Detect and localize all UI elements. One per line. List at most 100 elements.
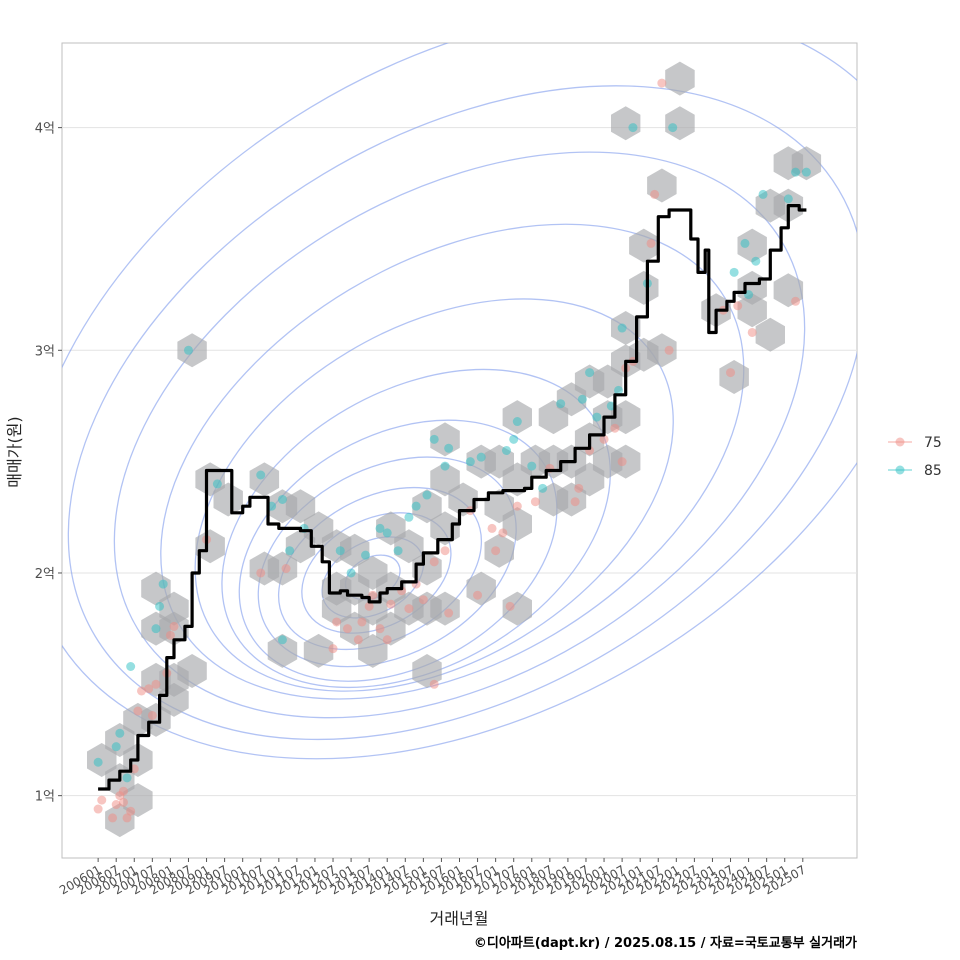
- hex-bin: [249, 462, 280, 497]
- data-point-85: [668, 123, 678, 133]
- data-point-85: [501, 446, 511, 455]
- data-point-85: [93, 757, 103, 767]
- data-point-75: [498, 528, 508, 538]
- contour-line: [62, 43, 857, 760]
- y-axis: 1억 2억 3억 4억: [35, 122, 62, 805]
- data-point-75: [169, 621, 179, 631]
- data-point-85: [617, 323, 627, 333]
- hex-bin: [213, 482, 243, 517]
- data-point-85: [527, 461, 537, 471]
- legend-key-point: [895, 437, 905, 447]
- data-point-75: [440, 546, 450, 556]
- data-point-85: [538, 483, 548, 493]
- hex-bin: [303, 633, 334, 668]
- scatter-points: [93, 78, 811, 823]
- data-point-75: [332, 617, 342, 627]
- data-point-85: [335, 546, 345, 556]
- data-point-75: [404, 604, 414, 614]
- data-point-85: [444, 443, 454, 453]
- data-point-75: [151, 679, 161, 689]
- data-point-85: [151, 624, 161, 634]
- data-point-85: [126, 661, 136, 671]
- data-point-75: [791, 296, 801, 306]
- data-point-75: [429, 557, 439, 567]
- data-point-75: [570, 497, 580, 507]
- hex-bin: [430, 462, 460, 497]
- data-point-75: [726, 368, 736, 378]
- hex-bin: [430, 591, 460, 626]
- data-point-75: [530, 497, 540, 507]
- hex-bin: [737, 228, 767, 263]
- data-point-85: [375, 523, 385, 533]
- data-point-85: [158, 579, 168, 589]
- y-tick-label: 1억: [35, 790, 55, 805]
- data-point-85: [440, 461, 450, 471]
- data-point-75: [126, 806, 136, 816]
- data-point-85: [111, 742, 121, 752]
- data-point-75: [444, 608, 454, 618]
- data-point-75: [610, 423, 620, 433]
- data-point-85: [751, 256, 761, 266]
- data-point-85: [361, 550, 371, 560]
- data-point-75: [97, 795, 107, 805]
- data-point-75: [147, 710, 157, 720]
- data-point-85: [729, 267, 739, 277]
- hex-bin: [755, 317, 785, 352]
- y-axis-title: 매매가(원): [5, 416, 24, 487]
- data-point-75: [122, 813, 132, 823]
- data-point-85: [509, 434, 519, 444]
- data-point-75: [574, 483, 584, 493]
- data-point-85: [740, 238, 750, 248]
- x-axis-title: 거래년월: [430, 909, 489, 928]
- data-point-75: [357, 617, 367, 627]
- data-point-75: [505, 601, 515, 611]
- data-point-85: [783, 194, 793, 204]
- y-tick-label: 4억: [35, 122, 55, 137]
- data-point-75: [375, 624, 385, 634]
- hex-bin: [502, 507, 532, 541]
- trend-line-group: [98, 204, 807, 791]
- legend-label: 85: [924, 463, 942, 479]
- data-point-85: [122, 773, 132, 783]
- data-point-75: [256, 568, 266, 578]
- data-point-75: [646, 238, 656, 248]
- hex-bin: [629, 228, 659, 263]
- hex-bin: [340, 533, 370, 568]
- data-point-85: [628, 123, 638, 133]
- legend: 75 85: [888, 435, 942, 479]
- hex-bin: [737, 293, 767, 328]
- trend-line: [98, 204, 807, 791]
- data-point-85: [512, 417, 522, 427]
- data-point-85: [277, 494, 287, 504]
- data-point-75: [386, 599, 396, 609]
- data-point-85: [411, 501, 421, 511]
- hex-bin: [159, 591, 189, 626]
- data-point-75: [111, 800, 121, 810]
- data-point-75: [93, 804, 103, 814]
- data-point-75: [328, 644, 338, 654]
- hex-bin: [665, 61, 695, 96]
- data-point-85: [115, 728, 125, 738]
- data-point-85: [393, 546, 403, 556]
- data-point-85: [429, 434, 439, 444]
- data-point-75: [133, 706, 143, 716]
- hex-bin: [394, 529, 424, 564]
- data-point-75: [733, 301, 743, 311]
- data-point-75: [281, 564, 291, 574]
- data-point-85: [277, 635, 287, 645]
- plot-panel: [61, 42, 858, 859]
- density-contours: [62, 43, 857, 760]
- data-point-75: [429, 679, 439, 689]
- contour-line: [67, 85, 857, 741]
- data-point-75: [491, 546, 501, 556]
- data-point-85: [212, 479, 222, 489]
- data-point-75: [418, 595, 428, 605]
- data-point-75: [747, 327, 757, 337]
- hex-bins: [87, 61, 822, 838]
- legend-label: 75: [924, 435, 942, 451]
- data-point-75: [382, 635, 392, 645]
- data-point-85: [155, 601, 165, 611]
- hex-bin: [358, 633, 388, 668]
- data-point-75: [657, 78, 667, 88]
